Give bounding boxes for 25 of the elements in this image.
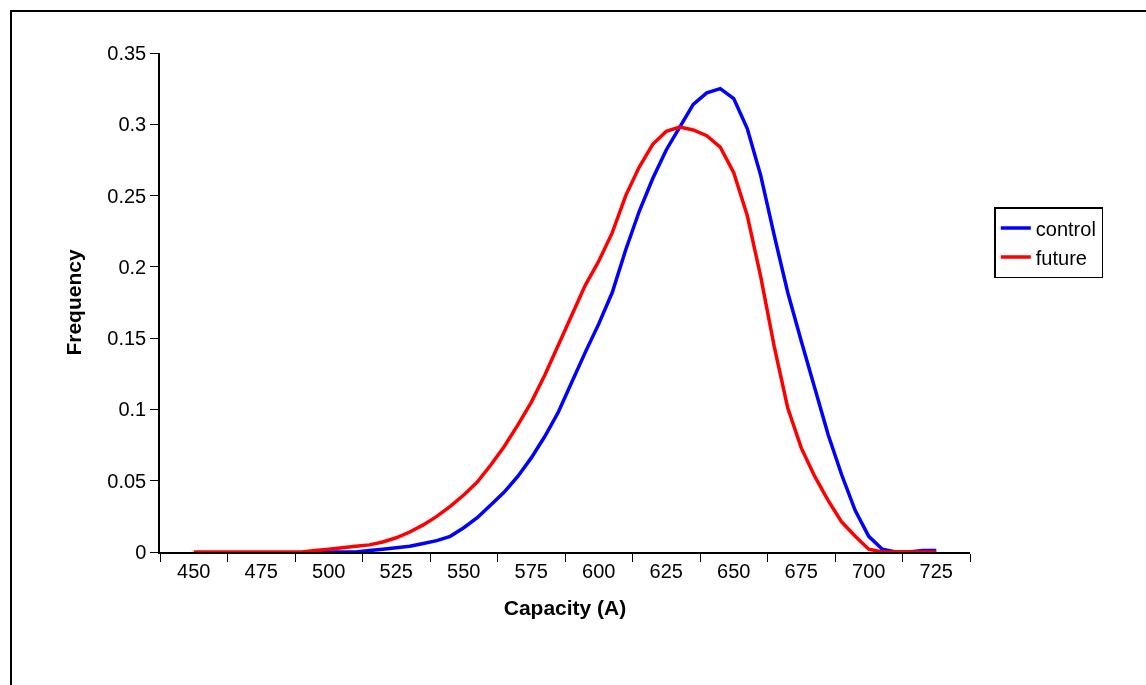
y-tick-label: 0.15 bbox=[107, 327, 147, 350]
y-tick-label: 0.1 bbox=[118, 398, 147, 421]
legend-label: future bbox=[1035, 246, 1087, 269]
x-axis-title: Capacity (A) bbox=[503, 596, 627, 620]
x-tick-label: 625 bbox=[649, 559, 683, 582]
y-tick-label: 0.25 bbox=[107, 184, 147, 207]
y-tick-label: 0.2 bbox=[118, 255, 147, 278]
x-tick-label: 500 bbox=[312, 559, 346, 582]
x-tick-label: 600 bbox=[582, 559, 616, 582]
x-tick-label: 650 bbox=[717, 559, 751, 582]
y-axis-title: Frequency bbox=[61, 249, 85, 356]
y-tick-label: 0.35 bbox=[107, 42, 147, 64]
x-tick-label: 450 bbox=[177, 559, 211, 582]
x-tick-label: 550 bbox=[447, 559, 481, 582]
x-tick-label: 525 bbox=[379, 559, 413, 582]
x-tick-label: 675 bbox=[784, 559, 818, 582]
legend-label: control bbox=[1035, 217, 1096, 240]
x-tick-label: 725 bbox=[919, 559, 953, 582]
x-tick-label: 700 bbox=[852, 559, 886, 582]
y-tick-label: 0 bbox=[135, 541, 147, 563]
y-tick-label: 0.05 bbox=[107, 469, 147, 492]
y-tick-label: 0.3 bbox=[118, 113, 147, 136]
x-tick-label: 475 bbox=[244, 559, 278, 582]
x-tick-label: 575 bbox=[514, 559, 548, 582]
line-series bbox=[192, 125, 938, 552]
